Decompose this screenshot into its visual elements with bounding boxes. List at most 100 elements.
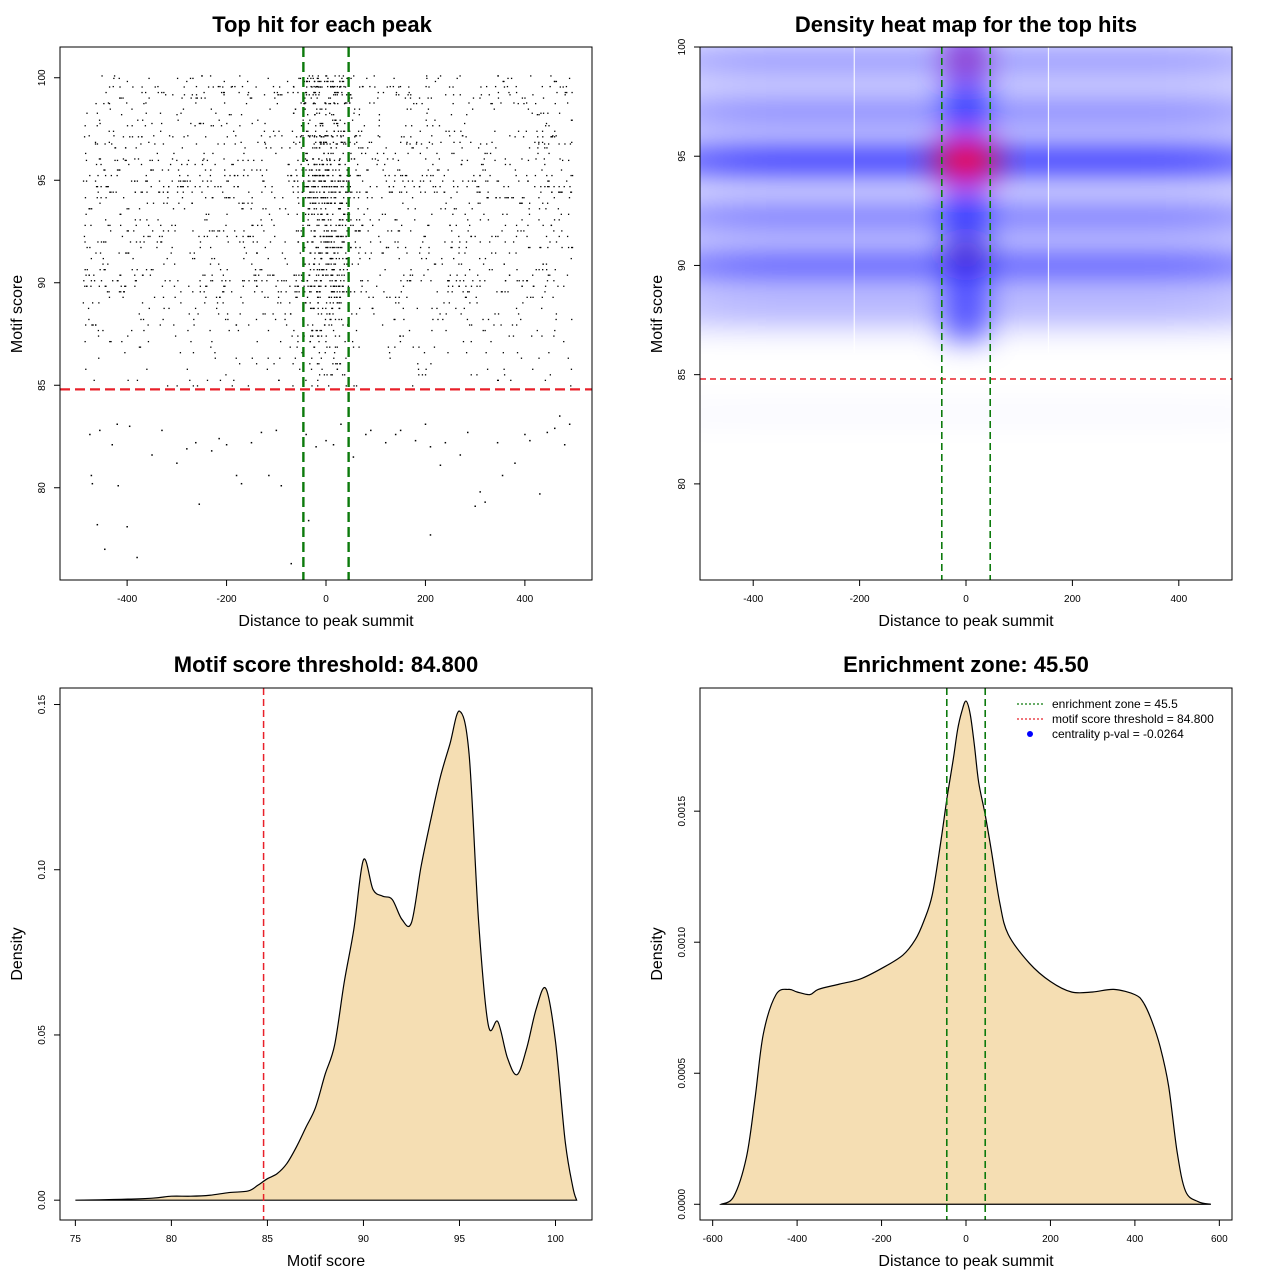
scatter-point (336, 274, 338, 276)
scatter-point (226, 269, 228, 271)
scatter-point (461, 159, 463, 162)
scatter-point (408, 86, 410, 88)
scatter-point (342, 80, 345, 83)
scatter-point (315, 197, 317, 199)
x-tick-label: 90 (358, 1234, 370, 1245)
scatter-point (178, 180, 180, 182)
scatter-point (317, 246, 319, 249)
scatter-point (335, 224, 337, 227)
scatter-point (316, 112, 318, 114)
scatter-point (82, 180, 85, 182)
scatter-point (309, 191, 311, 193)
scatter-point (522, 280, 524, 282)
scatter-point (445, 94, 447, 96)
scatter-point (479, 257, 481, 260)
scatter-point (334, 285, 336, 287)
scatter-point (538, 269, 540, 271)
scatter-point (322, 235, 324, 238)
scatter-point (264, 296, 266, 298)
scatter-point (547, 185, 549, 188)
scatter-point (309, 307, 312, 310)
scatter-point (327, 263, 329, 265)
scatter-point (248, 191, 250, 193)
scatter-point (494, 313, 496, 315)
scatter-point (329, 257, 331, 260)
x-tick-label: 0 (963, 594, 969, 605)
scatter-point (328, 324, 330, 326)
scatter-point (118, 77, 120, 80)
scatter-point (537, 136, 539, 138)
scatter-point (88, 208, 90, 210)
scatter-point (491, 141, 493, 144)
scatter-point (305, 80, 308, 83)
scatter-point (384, 269, 386, 271)
scatter-point (134, 219, 137, 221)
scatter-point (172, 208, 175, 210)
scatter-point (343, 180, 345, 182)
scatter-point (571, 318, 573, 321)
scatter-point (314, 257, 316, 260)
scatter-point (342, 152, 344, 155)
scatter-point (523, 197, 525, 199)
scatter-point (323, 180, 325, 182)
scatter-point (326, 346, 328, 348)
scatter-point (316, 291, 318, 293)
scatter-point (326, 230, 328, 232)
scatter-point (327, 213, 329, 215)
scatter-point (468, 102, 470, 104)
scatter-point (148, 224, 150, 227)
scatter-point (358, 252, 360, 254)
scatter-point (542, 269, 544, 271)
scatter-point (462, 180, 464, 182)
scatter-point (251, 169, 253, 171)
scatter-point (176, 114, 178, 116)
scatter-point (182, 108, 185, 110)
scatter-point (223, 102, 226, 104)
scatter-point (206, 180, 209, 182)
scatter-point (328, 241, 330, 243)
scatter-point (495, 235, 497, 238)
scatter-point (162, 191, 164, 193)
scatter-point (86, 246, 88, 249)
scatter-point (567, 357, 569, 359)
scatter-point (149, 274, 152, 276)
heatmap-plot-area (700, 47, 1232, 580)
scatter-point (314, 91, 317, 94)
scatter-point (346, 219, 348, 221)
scatter-point (445, 202, 447, 204)
scatter-point (86, 112, 88, 114)
scatter-point (281, 252, 284, 254)
scatter-point (423, 274, 425, 276)
scatter-point (335, 197, 337, 199)
scatter-point (545, 122, 548, 125)
scatter-point (206, 159, 209, 162)
scatter-point (513, 102, 515, 104)
scatter-point (553, 136, 556, 138)
scatter-point (366, 208, 369, 210)
scatter-point (241, 85, 244, 88)
scatter-point (379, 241, 382, 243)
scatter-point (436, 169, 439, 171)
scatter-point (534, 102, 537, 105)
scatter-point (131, 329, 133, 332)
scatter-point (491, 235, 493, 238)
scatter-point (350, 219, 352, 221)
scatter-point (326, 235, 328, 238)
scatter-point (518, 280, 520, 282)
scatter-point (146, 219, 148, 221)
scatter-point (543, 143, 546, 145)
scatter-point (293, 329, 295, 332)
scatter-point (326, 158, 328, 160)
scatter-point (318, 219, 320, 221)
scatter-point (140, 191, 142, 193)
scatter-point (382, 91, 385, 94)
scatter-point (310, 97, 312, 99)
scatter-point (388, 174, 390, 177)
scatter-point (109, 224, 111, 227)
scatter-point (326, 241, 328, 243)
scatter-point (411, 180, 414, 182)
scatter-point (267, 257, 269, 260)
scatter-point (178, 202, 180, 204)
scatter-point (358, 114, 360, 116)
scatter-point (276, 91, 279, 94)
